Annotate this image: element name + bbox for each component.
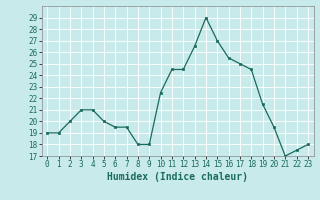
X-axis label: Humidex (Indice chaleur): Humidex (Indice chaleur) <box>107 172 248 182</box>
